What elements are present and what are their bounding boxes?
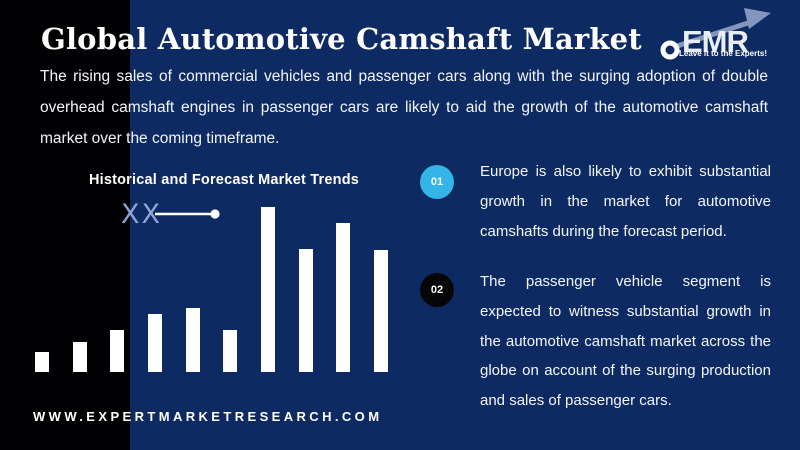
bar (373, 250, 388, 372)
arrow-head-icon (744, 8, 771, 29)
website-link[interactable]: WWW.EXPERTMARKETRESEARCH.COM (33, 409, 383, 424)
bar (35, 352, 49, 372)
point-02-badge: 02 (420, 273, 454, 307)
point-01-text: Europe is also likely to exhibit substan… (480, 163, 771, 240)
bar-chart (35, 207, 388, 372)
logo-tagline: Leave it to the Experts! (679, 49, 767, 58)
bar (298, 249, 313, 372)
point-02-text: The passenger vehicle segment is expecte… (480, 273, 771, 410)
logo-text: EMR (682, 24, 749, 59)
legend-line-marker-icon (155, 209, 220, 219)
emr-logo: EMR Leave it to the Experts! (648, 6, 798, 64)
chart-legend-label: XX (121, 199, 162, 230)
point-02-number: 02 (430, 284, 444, 296)
bar (260, 207, 275, 372)
intro-paragraph: The rising sales of commercial vehicles … (40, 68, 768, 147)
bar (223, 330, 238, 372)
bar (110, 330, 125, 372)
bar (72, 342, 87, 372)
emr-logo-graphic: EMR Leave it to the Experts! (660, 8, 771, 60)
left-black-panel (0, 0, 130, 450)
chart-title: Historical and Forecast Market Trends (88, 172, 360, 188)
logo-circle-icon (660, 40, 680, 60)
bar (185, 308, 200, 372)
point-01-number: 01 (430, 176, 444, 188)
arrow-shaft (673, 20, 749, 50)
bar (336, 223, 351, 372)
page-title: Global Automotive Camshaft Market (41, 22, 642, 56)
bar (147, 314, 162, 372)
point-01-badge: 01 (420, 165, 454, 199)
